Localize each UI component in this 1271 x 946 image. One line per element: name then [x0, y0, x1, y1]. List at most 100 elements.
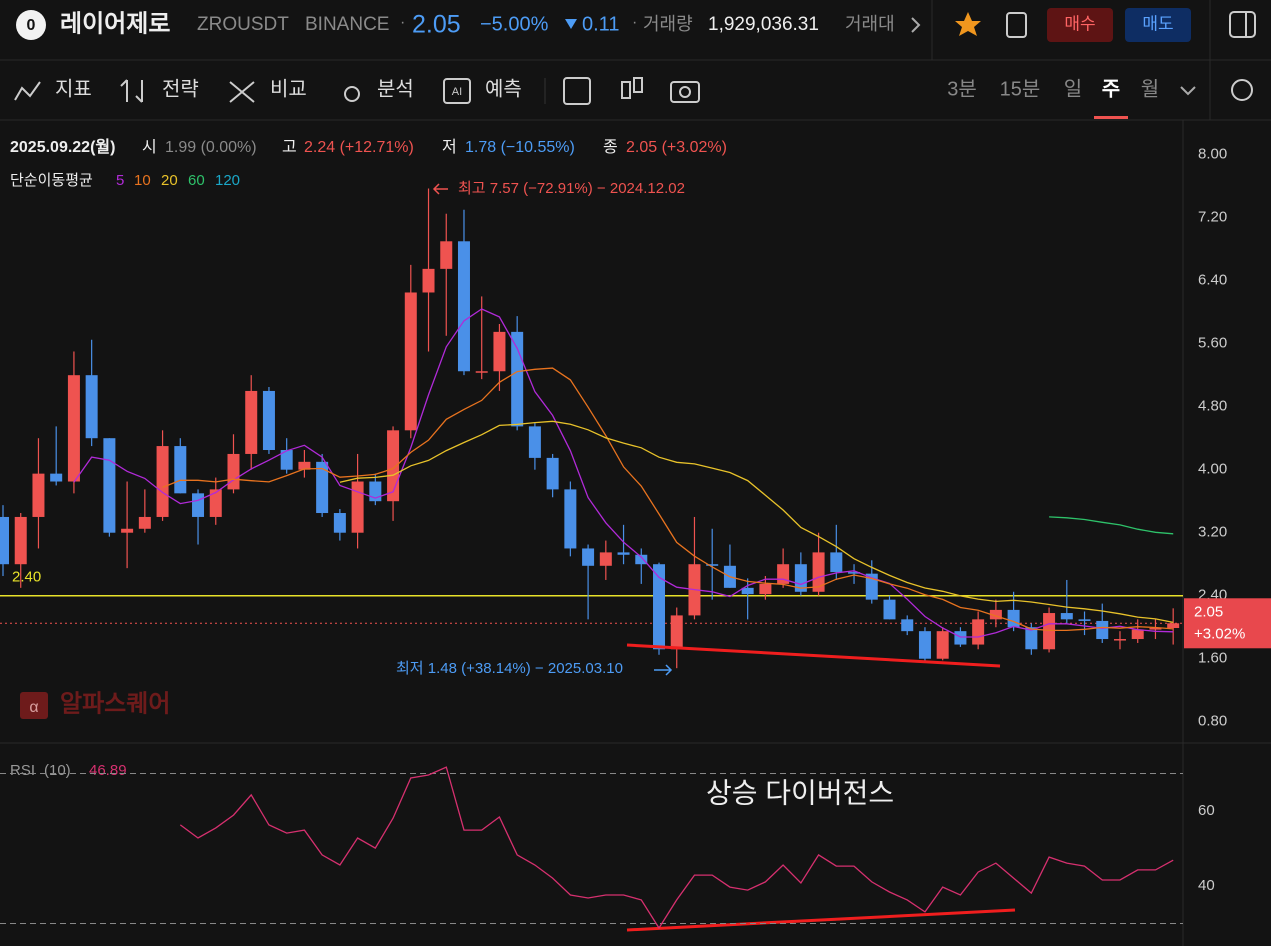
candle-body [209, 489, 222, 517]
candle-body [617, 552, 630, 555]
change-abs: 0.11 [582, 13, 619, 35]
low-annotation: 최저 1.48 (+38.14%) − 2025.03.10 [396, 660, 623, 677]
rsi-period: (10) [44, 762, 71, 779]
sell-text: 매도 [1142, 14, 1173, 33]
trendline [626, 643, 1001, 668]
candle-body [972, 619, 985, 645]
candle-body [138, 516, 151, 529]
logo-glyph: 0 [27, 17, 36, 34]
candle-icon [633, 77, 643, 93]
interval-label[interactable]: 일 [1064, 77, 1082, 100]
box-icon[interactable] [563, 77, 591, 105]
candle-body [280, 450, 293, 470]
tool-label[interactable]: 비교 [270, 77, 307, 100]
trendline [626, 908, 1016, 932]
candle-body [1025, 627, 1038, 650]
candle-body [599, 552, 612, 566]
price: 2.05 [412, 11, 461, 39]
candle-body [1096, 620, 1109, 640]
rsi-name: RSI [10, 762, 35, 779]
ma-legend: 5 [116, 172, 124, 189]
candle-body [954, 631, 967, 645]
ma-legend: 10 [134, 172, 151, 189]
candle-body [440, 241, 453, 269]
candle-body [865, 573, 878, 600]
y-tick-label: 4.00 [1198, 461, 1227, 478]
candle-icon[interactable] [621, 81, 631, 99]
candle-body [67, 375, 80, 482]
candle-body [848, 572, 861, 574]
high-annotation: 최고 7.57 (−72.91%) − 2024.12.02 [458, 180, 685, 197]
high-label: 고 [282, 139, 297, 156]
candle-body [1113, 639, 1126, 641]
more-arrow[interactable] [911, 17, 921, 33]
ma-legend: 20 [161, 172, 178, 189]
settings-icon[interactable] [1231, 79, 1253, 101]
candle-body [794, 564, 807, 592]
candle-body [989, 609, 1002, 620]
watermark: 알파스퀘어 [60, 690, 170, 717]
candle-body [85, 375, 98, 439]
interval-label[interactable]: 월 [1141, 77, 1159, 100]
rsi-last: 46.89 [89, 762, 127, 779]
candle-body [1149, 628, 1162, 630]
separator: · [400, 14, 405, 31]
tool-label[interactable]: 지표 [55, 77, 92, 100]
active-underline [1094, 116, 1128, 119]
change-pct: −5.00% [480, 13, 549, 35]
low-value: 1.78 (−10.55%) [465, 139, 575, 156]
compare-icon [229, 81, 255, 103]
ma-legend: 120 [215, 172, 240, 189]
ma-legend: 60 [188, 172, 205, 189]
rsi-tick-label: 60 [1198, 802, 1215, 819]
low-arrow [654, 664, 673, 676]
y-tick-label: 3.20 [1198, 524, 1227, 541]
candle-body [936, 631, 949, 659]
panel-icon[interactable] [1229, 11, 1256, 38]
tool-label[interactable]: 분석 [377, 77, 414, 100]
interval-label[interactable]: 주 [1102, 78, 1120, 100]
interval-label[interactable]: 15분 [1000, 78, 1041, 100]
candle-body [174, 446, 187, 494]
y-tick-label: 4.80 [1198, 398, 1227, 415]
volume-label: 거래량 [643, 14, 693, 34]
camera-icon[interactable] [670, 81, 700, 103]
y-tick-label: 8.00 [1198, 146, 1227, 163]
tool-label[interactable]: 전략 [162, 77, 199, 100]
symbol: ZROUSDT [197, 14, 289, 35]
candle-body [0, 516, 9, 565]
open-label: 시 [142, 139, 157, 156]
candle-body [262, 390, 275, 451]
down-triangle [565, 19, 577, 29]
moving-average [1049, 516, 1174, 535]
sell-button[interactable] [1125, 8, 1191, 42]
interval-dropdown[interactable] [1180, 86, 1196, 96]
hline-label: 2.40 [12, 569, 41, 586]
tool-label[interactable]: 예측 [485, 77, 522, 100]
interval-label[interactable]: 3분 [947, 78, 977, 100]
favorite-star[interactable] [955, 12, 981, 36]
indicator-icon [14, 81, 41, 101]
high-arrow [432, 183, 448, 195]
camera-lens [679, 86, 691, 98]
ai-icon [443, 78, 471, 104]
candle-body [422, 268, 435, 293]
moving-average [73, 308, 1174, 638]
rsi-line [179, 766, 1174, 930]
candle-body [369, 481, 382, 502]
buy-button[interactable] [1047, 8, 1113, 42]
current-price-box [1184, 598, 1271, 649]
candle-body [227, 453, 240, 490]
candle-body [1007, 609, 1020, 628]
rsi-tick-label: 40 [1198, 877, 1215, 894]
candle-body [706, 564, 719, 566]
candle-body [245, 390, 258, 454]
candle-body [883, 599, 896, 620]
candle-body [1167, 623, 1180, 629]
candle-body [50, 473, 63, 482]
divergence-annotation: 상승 다이버전스 [706, 777, 894, 808]
notes-icon[interactable] [1006, 12, 1027, 38]
current-change-label: +3.02% [1194, 625, 1245, 642]
